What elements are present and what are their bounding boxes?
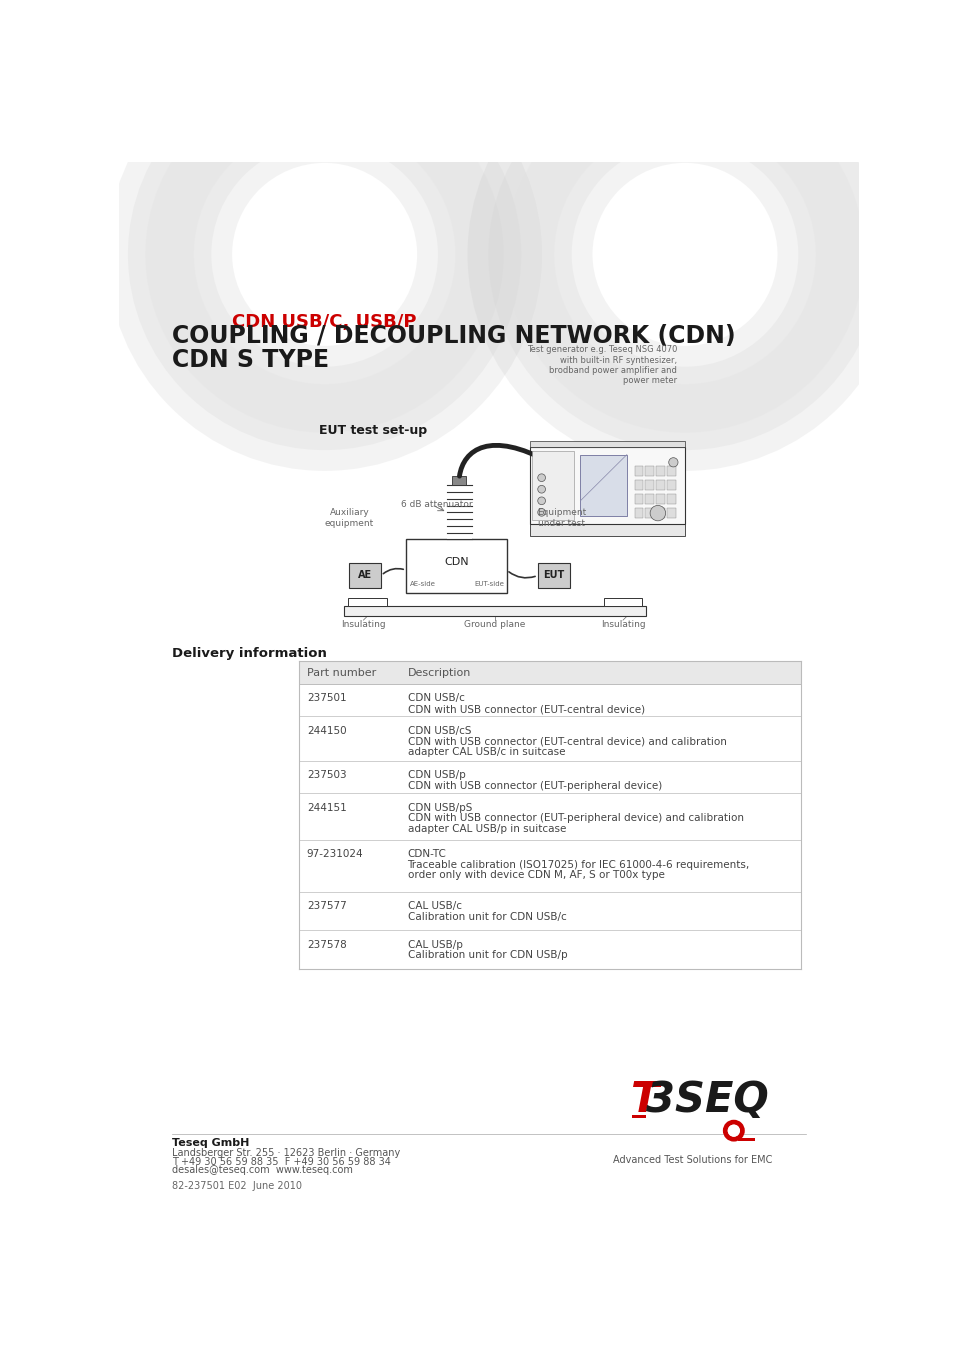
Text: CDN with USB connector (EUT-central device) and calibration: CDN with USB connector (EUT-central devi…: [407, 736, 725, 747]
Bar: [656, 508, 664, 518]
Text: adapter CAL USB/p in suitcase: adapter CAL USB/p in suitcase: [407, 825, 565, 834]
Text: Delivery information: Delivery information: [172, 647, 327, 660]
Text: CDN with USB connector (EUT-central device): CDN with USB connector (EUT-central devi…: [407, 705, 644, 714]
Text: CDN with USB connector (EUT-peripheral device) and calibration: CDN with USB connector (EUT-peripheral d…: [407, 814, 742, 824]
Bar: [632, 1115, 645, 1118]
Text: CDN S TYPE: CDN S TYPE: [172, 348, 329, 373]
Bar: [603, 598, 641, 606]
Text: 97-231024: 97-231024: [307, 849, 363, 859]
Text: 6 dB attenuator: 6 dB attenuator: [400, 500, 472, 509]
Bar: [406, 539, 506, 593]
Text: EUT test set-up: EUT test set-up: [319, 424, 427, 437]
Bar: [634, 494, 642, 504]
Text: AE: AE: [357, 571, 372, 580]
Bar: [656, 494, 664, 504]
Text: Advanced Test Solutions for EMC: Advanced Test Solutions for EMC: [613, 1156, 772, 1165]
Bar: [344, 606, 645, 617]
Text: 82-237501 E02  June 2010: 82-237501 E02 June 2010: [172, 1181, 302, 1191]
Text: T +49 30 56 59 88 35  F +49 30 56 59 88 34: T +49 30 56 59 88 35 F +49 30 56 59 88 3…: [172, 1157, 391, 1166]
Bar: [531, 451, 574, 520]
Bar: [348, 598, 386, 606]
Circle shape: [728, 1126, 739, 1137]
Text: Teseq GmbH: Teseq GmbH: [172, 1138, 249, 1149]
Bar: [530, 447, 684, 524]
Text: 237578: 237578: [307, 940, 346, 949]
Text: Insulating: Insulating: [341, 620, 385, 629]
Text: CAL USB/c: CAL USB/c: [407, 902, 461, 911]
Bar: [645, 481, 654, 490]
Bar: [447, 486, 472, 539]
Text: Landsberger Str. 255 · 12623 Berlin · Germany: Landsberger Str. 255 · 12623 Berlin · Ge…: [172, 1149, 399, 1158]
Text: CDN: CDN: [443, 558, 468, 567]
Bar: [666, 481, 675, 490]
Circle shape: [537, 486, 545, 493]
Text: EUT-side: EUT-side: [475, 580, 504, 587]
Bar: [666, 494, 675, 504]
Text: CDN with USB connector (EUT-peripheral device): CDN with USB connector (EUT-peripheral d…: [407, 782, 661, 791]
Bar: [634, 508, 642, 518]
Bar: [452, 477, 466, 486]
Text: Equipment
under test: Equipment under test: [537, 509, 586, 528]
Text: CAL USB/p: CAL USB/p: [407, 940, 462, 949]
Text: Auxiliary
equipment: Auxiliary equipment: [324, 509, 374, 528]
Bar: [537, 563, 570, 587]
Text: Ground plane: Ground plane: [464, 620, 525, 629]
Text: adapter CAL USB/c in suitcase: adapter CAL USB/c in suitcase: [407, 747, 564, 757]
Text: Part number: Part number: [307, 667, 375, 678]
Text: CDN USB/p: CDN USB/p: [407, 771, 465, 780]
Text: Description: Description: [407, 667, 471, 678]
Text: CDN USB/pS: CDN USB/pS: [407, 803, 472, 813]
Bar: [656, 466, 664, 477]
Text: order only with device CDN M, AF, S or T00x type: order only with device CDN M, AF, S or T…: [407, 871, 663, 880]
Bar: [298, 662, 801, 684]
Text: T: T: [630, 1079, 659, 1120]
Text: desales@teseq.com  www.teseq.com: desales@teseq.com www.teseq.com: [172, 1165, 353, 1176]
Text: CDN USB/cS: CDN USB/cS: [407, 726, 471, 736]
Bar: [645, 508, 654, 518]
Text: 237577: 237577: [307, 902, 346, 911]
Bar: [634, 481, 642, 490]
Text: Traceable calibration (ISO17025) for IEC 61000-4-6 requirements,: Traceable calibration (ISO17025) for IEC…: [407, 860, 749, 869]
Text: AE-side: AE-side: [410, 580, 436, 587]
Circle shape: [668, 458, 678, 467]
Text: Calibration unit for CDN USB/c: Calibration unit for CDN USB/c: [407, 913, 566, 922]
Circle shape: [537, 474, 545, 482]
Text: EUT: EUT: [543, 571, 564, 580]
Text: 237503: 237503: [307, 771, 346, 780]
Bar: [666, 466, 675, 477]
Bar: [579, 455, 626, 516]
Circle shape: [537, 497, 545, 505]
Bar: [656, 481, 664, 490]
Bar: [348, 563, 381, 587]
Circle shape: [537, 509, 545, 516]
Text: CDN-TC: CDN-TC: [407, 849, 446, 859]
Text: CDN USB/C, USB/P: CDN USB/C, USB/P: [232, 313, 416, 331]
Bar: [645, 466, 654, 477]
Text: 237501: 237501: [307, 694, 346, 703]
Bar: [530, 524, 684, 536]
Bar: [634, 466, 642, 477]
Bar: [645, 494, 654, 504]
Bar: [666, 508, 675, 518]
Circle shape: [649, 505, 665, 521]
Text: 244151: 244151: [307, 803, 346, 813]
Bar: [737, 1138, 754, 1142]
Text: COUPLING / DECOUPLING NETWORK (CDN): COUPLING / DECOUPLING NETWORK (CDN): [172, 324, 735, 348]
Bar: [530, 440, 684, 447]
Text: 3SEQ: 3SEQ: [645, 1079, 768, 1120]
Text: Test generator e.g. Teseq NSG 4070
with built-in RF synthesizer,
brodband power : Test generator e.g. Teseq NSG 4070 with …: [526, 346, 677, 385]
Text: Calibration unit for CDN USB/p: Calibration unit for CDN USB/p: [407, 950, 567, 960]
Text: CDN USB/c: CDN USB/c: [407, 694, 464, 703]
Text: Insulating: Insulating: [600, 620, 644, 629]
Text: 244150: 244150: [307, 726, 346, 736]
